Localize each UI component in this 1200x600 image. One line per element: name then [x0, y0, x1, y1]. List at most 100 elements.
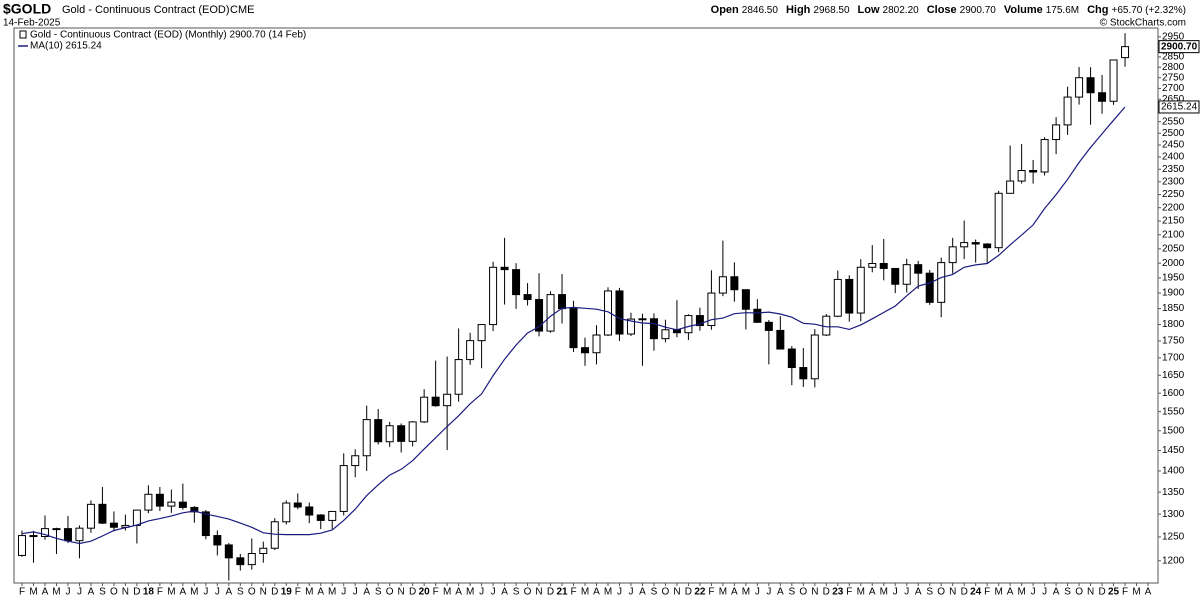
x-tick-label: O: [524, 587, 532, 598]
stat-value: 2900.70: [960, 5, 997, 16]
y-tick-label: 2150: [1162, 216, 1185, 227]
x-tick-label: F: [295, 587, 301, 598]
y-tick-label: 2750: [1162, 72, 1185, 83]
x-tick-label: A: [317, 587, 324, 598]
price-tag-box: [1158, 100, 1200, 114]
x-tick-label: A: [869, 587, 876, 598]
y-tick-label: 1950: [1162, 273, 1185, 284]
x-tick-label: O: [248, 587, 256, 598]
candle-body: [18, 535, 26, 556]
x-tick-label: J: [65, 587, 70, 598]
y-tick-label: 1450: [1162, 445, 1185, 456]
y-tick-label: 1500: [1162, 425, 1185, 436]
x-tick-label: S: [513, 587, 520, 598]
stat-value: 175.6M: [1046, 5, 1079, 16]
candle-body: [868, 262, 877, 268]
candle-body: [328, 510, 337, 521]
x-tick-label: A: [180, 587, 187, 598]
x-tick-label: J: [893, 587, 898, 598]
candle-body: [52, 528, 61, 531]
x-tick-label: J: [491, 587, 496, 598]
y-tick-label: 1300: [1162, 509, 1185, 520]
y-tick-label: 2250: [1162, 189, 1185, 200]
x-tick-label: M: [305, 587, 313, 598]
candle-body: [1086, 77, 1095, 94]
x-tick-label: J: [77, 587, 82, 598]
x-tick-label: D: [685, 587, 692, 598]
candle-body: [707, 292, 716, 327]
candle-body: [741, 289, 750, 310]
price-tag-box: [1158, 40, 1200, 54]
y-tick-label: 1750: [1162, 336, 1185, 347]
candle-body: [40, 528, 49, 537]
candle-body: [155, 493, 164, 507]
x-tick-label: J: [628, 587, 633, 598]
candle-body: [443, 393, 452, 407]
x-tick-label: N: [398, 587, 405, 598]
candle-body: [236, 557, 245, 566]
x-tick-label: M: [1132, 587, 1140, 598]
candle-body: [776, 329, 785, 350]
candle-body: [431, 396, 440, 407]
candle-body: [293, 502, 302, 508]
x-tick-label: O: [1075, 587, 1083, 598]
chart-title: $GOLD: [3, 1, 51, 17]
x-tick-label: 21: [556, 587, 568, 598]
x-tick-label: N: [1087, 587, 1094, 598]
candle-body: [247, 553, 256, 566]
x-tick-label: 18: [143, 587, 155, 598]
x-tick-label: S: [237, 587, 244, 598]
x-tick-label: J: [904, 587, 909, 598]
x-tick-label: 23: [832, 587, 844, 598]
stat-value: 2968.50: [813, 5, 850, 16]
x-tick-label: D: [823, 587, 830, 598]
candle-body: [810, 334, 819, 380]
x-tick-label: M: [1017, 587, 1025, 598]
candle-body: [362, 419, 371, 457]
y-tick-label: 1250: [1162, 532, 1185, 543]
candle-body: [512, 269, 521, 296]
x-tick-label: D: [271, 587, 278, 598]
candle-body: [971, 242, 980, 245]
y-tick-label: 2850: [1162, 52, 1185, 63]
candle-body: [270, 521, 279, 549]
x-tick-label: N: [811, 587, 818, 598]
candle-body: [891, 267, 900, 285]
candle-body: [1121, 46, 1130, 59]
y-tick-label: 2050: [1162, 243, 1185, 254]
x-tick-label: D: [961, 587, 968, 598]
x-tick-label: A: [501, 587, 508, 598]
x-tick-label: J: [1042, 587, 1047, 598]
candle-body: [615, 290, 624, 335]
x-tick-label: F: [19, 587, 25, 598]
candle-body: [661, 329, 670, 340]
y-tick-label: 1850: [1162, 303, 1185, 314]
candle-body: [856, 266, 865, 314]
x-tick-label: A: [363, 587, 370, 598]
x-tick-label: A: [455, 587, 462, 598]
y-tick-label: 2400: [1162, 152, 1185, 163]
y-tick-label: 1600: [1162, 388, 1185, 399]
source: © StockCharts.com: [1100, 18, 1186, 29]
x-tick-label: M: [29, 587, 37, 598]
y-tick-label: 1550: [1162, 406, 1185, 417]
candle-body: [960, 242, 969, 248]
x-tick-label: J: [755, 587, 760, 598]
x-tick-label: S: [651, 587, 658, 598]
candle-body: [408, 421, 417, 442]
x-tick-label: A: [42, 587, 49, 598]
x-tick-label: J: [341, 587, 346, 598]
x-tick-label: M: [581, 587, 589, 598]
candle-body: [948, 246, 957, 264]
x-tick-label: A: [1007, 587, 1014, 598]
x-tick-label: M: [52, 587, 60, 598]
x-tick-label: D: [133, 587, 140, 598]
candle-body: [638, 318, 647, 321]
stat-label: Volume: [1004, 4, 1043, 16]
candle-body: [339, 465, 348, 512]
x-tick-label: A: [88, 587, 95, 598]
x-tick-label: M: [994, 587, 1002, 598]
legend-ohlc: Gold - Continuous Contract (EOD) (Monthl…: [30, 30, 306, 41]
x-tick-label: S: [926, 587, 933, 598]
candle-body: [879, 262, 888, 269]
